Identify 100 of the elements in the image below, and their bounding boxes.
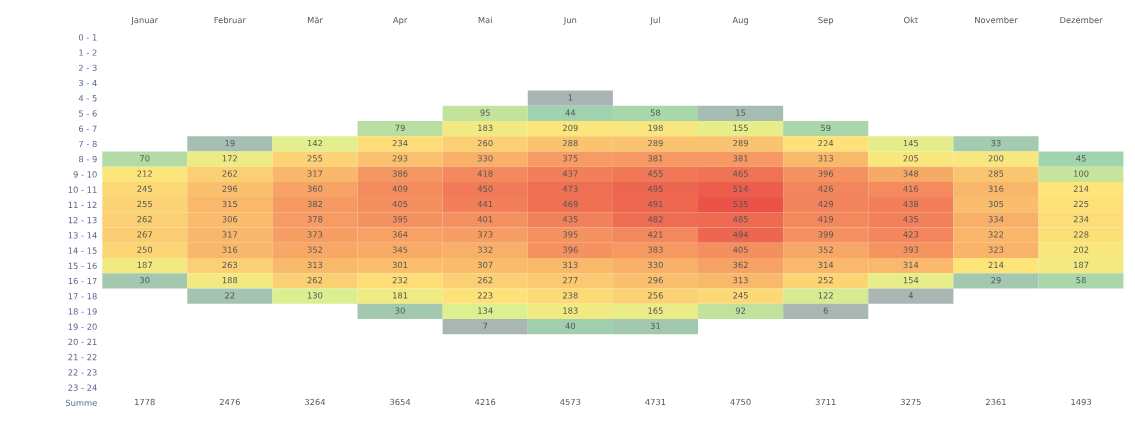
x-tick-label: Apr [392, 16, 408, 25]
data-label: 187 [137, 261, 152, 269]
data-label: 491 [647, 200, 663, 208]
data-label: 317 [222, 231, 238, 238]
data-label: 260 [477, 139, 493, 147]
data-label: 396 [563, 246, 578, 253]
data-label: 315 [222, 200, 238, 208]
data-label: 419 [818, 216, 834, 223]
data-label: 252 [818, 276, 833, 284]
data-label: 382 [307, 200, 323, 208]
data-label: 6 [823, 307, 828, 314]
data-label: 330 [648, 261, 663, 269]
data-label: 70 [140, 155, 150, 162]
data-label: 205 [903, 155, 919, 162]
data-label: 232 [392, 276, 408, 284]
x-tick-label: Dezember [1060, 16, 1103, 24]
y-tick-label: 7 - 8 [79, 140, 97, 148]
data-label: 58 [650, 109, 661, 116]
data-label: 375 [563, 155, 578, 162]
data-label: 405 [733, 246, 748, 253]
data-label: 223 [477, 292, 493, 299]
data-label: 435 [903, 216, 919, 223]
data-label: 317 [307, 170, 323, 177]
data-label: 262 [477, 276, 493, 284]
data-label: 332 [477, 246, 493, 253]
data-label: 130 [307, 292, 323, 299]
data-label: 7 [483, 322, 488, 329]
y-tick-label: Summe [65, 399, 97, 406]
data-label: 33 [991, 139, 1001, 147]
data-label: 395 [563, 231, 578, 238]
data-label: 255 [137, 200, 152, 208]
y-tick-label: 9 - 10 [73, 171, 97, 178]
data-label: 19 [225, 139, 235, 147]
data-label: 262 [222, 170, 237, 177]
data-label: 198 [648, 124, 663, 132]
data-label: 154 [903, 277, 919, 284]
data-label: 485 [733, 216, 748, 223]
data-label: 187 [1074, 261, 1089, 269]
x-tick-label: Aug [732, 16, 748, 25]
text: 3275 [900, 398, 921, 406]
data-label: 209 [563, 124, 578, 132]
data-label: 79 [395, 124, 405, 132]
y-tick-label: 11 - 12 [68, 201, 97, 208]
y-tick-label: 10 - 11 [68, 186, 97, 193]
data-label: 214 [988, 261, 1004, 268]
data-label: 514 [733, 185, 749, 192]
data-label: 255 [307, 155, 323, 162]
data-label: 15 [736, 109, 746, 116]
y-tick-label: 21 - 22 [68, 353, 97, 361]
data-label: 364 [392, 231, 408, 238]
text: 4216 [475, 398, 496, 406]
data-label: 383 [648, 246, 663, 253]
x-tick-label: Mai [478, 16, 492, 24]
data-label: 352 [307, 246, 323, 253]
data-label: 396 [818, 170, 834, 177]
data-label: 345 [392, 246, 408, 253]
data-label: 482 [647, 216, 663, 223]
data-label: 212 [137, 170, 152, 177]
data-label: 373 [477, 231, 493, 238]
y-tick-label: 15 - 16 [68, 262, 97, 269]
x-tick-label: Jun [563, 16, 577, 25]
data-label: 30 [140, 276, 150, 284]
text: 1778 [135, 398, 155, 406]
data-label: 360 [307, 185, 323, 192]
data-label: 316 [988, 185, 1004, 192]
data-label: 421 [647, 231, 663, 238]
data-label: 234 [392, 139, 408, 147]
data-label: 465 [733, 170, 748, 177]
data-label: 416 [903, 185, 919, 192]
data-label: 228 [1073, 231, 1089, 238]
text: 3711 [815, 398, 836, 406]
data-label: 183 [478, 124, 493, 132]
data-label: 188 [222, 276, 238, 284]
text: 4731 [645, 398, 666, 406]
data-label: 348 [903, 170, 919, 177]
data-label: 225 [1073, 200, 1089, 208]
data-label: 386 [392, 170, 408, 177]
data-label: 181 [393, 292, 408, 299]
x-tick-label: Sep [818, 16, 834, 25]
data-label: 288 [563, 139, 578, 147]
x-tick-label: Januar [130, 16, 159, 25]
data-label: 245 [137, 185, 152, 192]
data-label: 435 [562, 216, 578, 223]
y-tick-label: 3 - 4 [79, 79, 97, 87]
data-label: 142 [307, 139, 323, 147]
y-tick-label: 16 - 17 [68, 277, 97, 285]
data-label: 307 [477, 261, 493, 269]
data-label: 399 [818, 231, 834, 238]
y-tick-label: 17 - 18 [68, 293, 97, 300]
data-label: 426 [818, 185, 834, 192]
data-label: 316 [222, 246, 238, 253]
data-label: 145 [903, 140, 919, 147]
data-label: 313 [307, 261, 323, 269]
data-label: 30 [395, 307, 405, 314]
data-label: 373 [307, 231, 323, 238]
data-label: 262 [307, 276, 323, 284]
data-label: 313 [563, 261, 578, 269]
data-label: 306 [222, 216, 238, 223]
data-label: 1 [568, 94, 573, 101]
data-label: 405 [392, 200, 408, 208]
